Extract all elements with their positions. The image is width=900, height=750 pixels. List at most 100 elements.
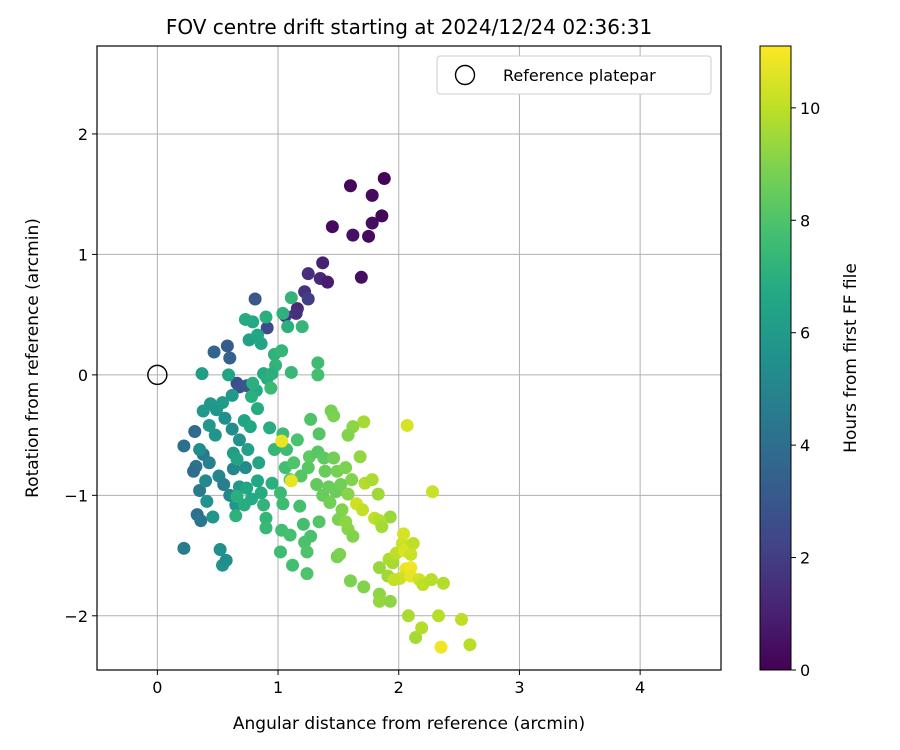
- data-point: [463, 638, 477, 652]
- data-point: [296, 517, 310, 531]
- data-point: [311, 356, 325, 370]
- data-point: [259, 310, 273, 324]
- x-tick-label: 0: [152, 678, 162, 697]
- data-point: [229, 509, 243, 523]
- legend-marker-icon: [454, 64, 476, 86]
- data-point: [216, 396, 230, 410]
- data-point: [341, 487, 355, 501]
- data-point: [365, 188, 379, 202]
- data-point: [187, 464, 201, 478]
- data-point: [323, 496, 337, 510]
- data-point: [264, 381, 278, 395]
- data-point: [259, 511, 273, 525]
- data-point: [207, 345, 221, 359]
- data-point: [251, 402, 265, 416]
- data-point: [284, 291, 298, 305]
- data-point: [371, 487, 385, 501]
- data-point: [259, 521, 273, 535]
- data-point: [230, 490, 244, 504]
- data-point: [434, 640, 448, 654]
- x-tick-label: 2: [394, 678, 404, 697]
- data-point: [284, 474, 298, 488]
- data-point: [244, 390, 258, 404]
- data-point: [276, 306, 290, 320]
- data-point: [301, 461, 315, 475]
- data-point: [289, 306, 303, 320]
- data-point: [387, 573, 401, 587]
- colorbar: 0 2 4 6 8 10 Hours from first FF file: [759, 45, 861, 680]
- data-point: [238, 461, 252, 475]
- data-point: [406, 537, 420, 551]
- data-point: [300, 567, 314, 581]
- data-point: [246, 376, 260, 390]
- data-point: [265, 367, 279, 381]
- data-point: [300, 545, 314, 559]
- data-point: [200, 494, 214, 508]
- data-point: [318, 464, 332, 478]
- colorbar-ticks: 0 2 4 6 8 10: [791, 99, 820, 680]
- data-point: [353, 450, 367, 464]
- data-point: [223, 351, 237, 365]
- data-point: [290, 433, 304, 447]
- reference-marker: [147, 364, 168, 386]
- data-point: [263, 421, 277, 435]
- colorbar-tick-label: 8: [800, 211, 810, 230]
- data-point: [345, 473, 359, 487]
- data-point: [372, 594, 386, 608]
- data-point: [312, 515, 326, 529]
- data-point: [287, 456, 301, 470]
- data-point: [193, 443, 207, 457]
- data-point: [248, 292, 262, 306]
- data-point: [275, 434, 289, 448]
- data-point: [383, 510, 397, 524]
- data-point: [293, 499, 307, 513]
- y-tick-label: −2: [64, 607, 88, 626]
- data-point: [333, 547, 347, 561]
- data-point: [194, 514, 208, 528]
- data-point: [251, 474, 265, 488]
- data-point: [241, 443, 255, 457]
- data-point: [334, 477, 348, 491]
- colorbar-tick-label: 4: [800, 436, 810, 455]
- y-tick-label: 0: [78, 366, 88, 385]
- data-point: [240, 481, 254, 495]
- data-point: [317, 451, 331, 465]
- colorbar-tick-label: 2: [800, 549, 810, 568]
- chart-title: FOV centre drift starting at 2024/12/24 …: [166, 15, 652, 39]
- data-point: [304, 412, 318, 426]
- y-axis-label: Rotation from reference (arcmin): [23, 218, 43, 498]
- data-point: [327, 451, 341, 465]
- x-tick-label: 1: [273, 678, 283, 697]
- colorbar-tick-label: 10: [800, 99, 820, 118]
- data-point: [357, 580, 371, 594]
- data-point: [238, 312, 252, 326]
- data-point: [252, 456, 266, 470]
- data-point: [281, 320, 295, 334]
- data-point: [254, 486, 268, 500]
- data-point: [301, 292, 315, 306]
- data-point: [304, 529, 318, 543]
- data-point: [316, 256, 330, 270]
- data-point: [424, 573, 438, 587]
- data-point: [217, 477, 231, 491]
- data-point: [356, 503, 370, 517]
- data-point: [267, 443, 281, 457]
- data-point: [232, 433, 246, 447]
- data-point: [265, 476, 279, 490]
- y-tick-label: 2: [78, 125, 88, 144]
- data-point: [432, 609, 446, 623]
- data-point: [219, 553, 233, 567]
- data-point: [295, 320, 309, 334]
- data-point: [346, 228, 360, 242]
- data-point: [377, 172, 391, 186]
- data-point: [346, 529, 360, 543]
- legend-box: [436, 55, 712, 95]
- data-point: [225, 422, 239, 436]
- data-point: [365, 216, 379, 230]
- data-point: [243, 420, 257, 434]
- data-point: [220, 339, 234, 353]
- data-point: [284, 365, 298, 379]
- data-point: [426, 485, 440, 499]
- data-point: [400, 418, 414, 432]
